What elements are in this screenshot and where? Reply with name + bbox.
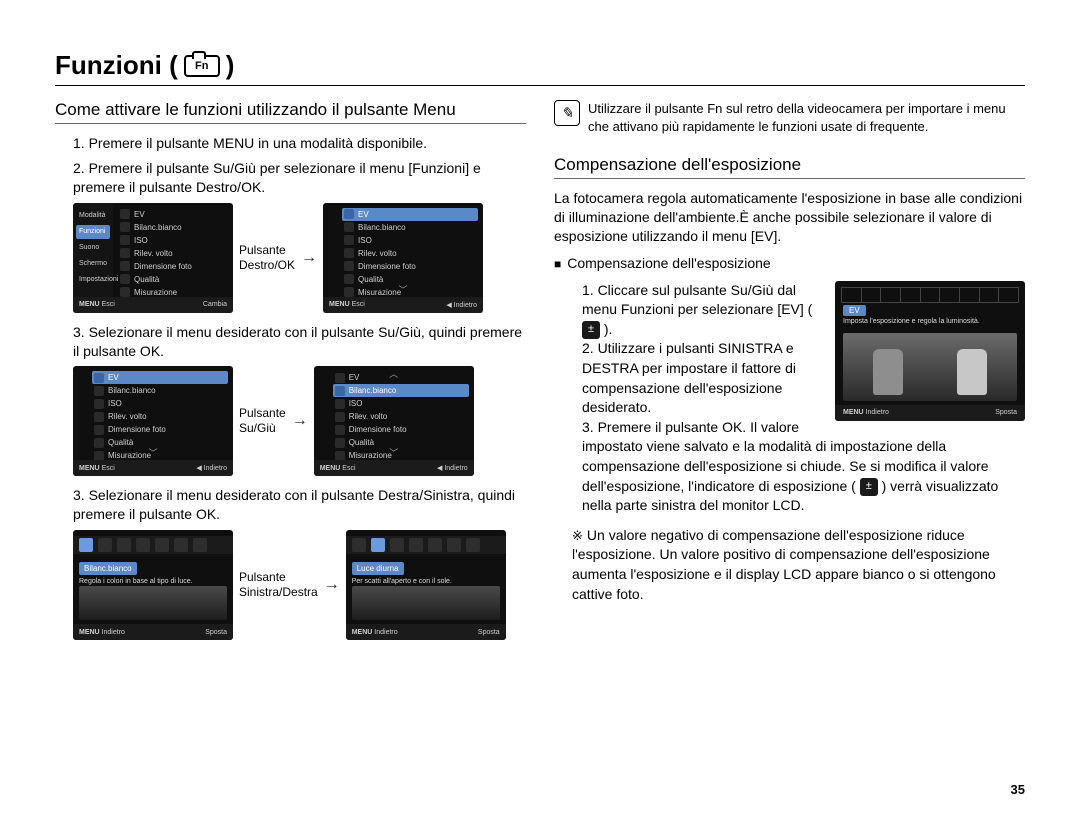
- screens-row-3: Bilanc.bianco Regola i colori in base al…: [73, 530, 526, 640]
- side-tab: Modalità: [76, 209, 110, 223]
- tip-text: Utilizzare il pulsante Fn sul retro dell…: [588, 100, 1025, 135]
- fn-icon: Fn: [184, 55, 220, 77]
- page-number: 35: [1011, 782, 1025, 797]
- ev-icon: ±: [860, 478, 878, 496]
- ev-sample-image: [843, 333, 1017, 401]
- caption-3: PulsanteSinistra/Destra: [239, 570, 318, 600]
- side-tab: Schermo: [76, 257, 110, 271]
- ev-bullet-line: ■Compensazione dell'esposizione: [554, 254, 1025, 273]
- page-title-close: ): [226, 50, 235, 81]
- square-bullet-icon: ■: [554, 257, 561, 271]
- step-1: 1. Premere il pulsante MENU in una modal…: [73, 134, 526, 153]
- page-title-row: Funzioni ( Fn ): [55, 50, 1025, 86]
- asterisk-icon: ※: [572, 528, 583, 543]
- side-tab: Impostazioni: [76, 273, 110, 287]
- lcd-strip-daylight: Luce diurna Per scatti all'aperto e con …: [346, 530, 506, 640]
- right-column: ✎ Utilizzare il pulsante Fn sul retro de…: [554, 100, 1025, 650]
- ev-warning: ※Un valore negativo di compensazione del…: [572, 526, 1025, 604]
- step-3: 3. Selezionare il menu desiderato con il…: [73, 323, 526, 361]
- tip-box: ✎ Utilizzare il pulsante Fn sul retro de…: [554, 100, 1025, 135]
- lcd-menu-list-ev2: ︿ EV Bilanc.bianco ISO Rilev. volto Dime…: [73, 366, 233, 476]
- ev-icon: ±: [582, 321, 600, 339]
- lcd-menu-sidebar: Modalità Funzioni Suono Schermo Impostaz…: [73, 203, 233, 313]
- page-title: Funzioni (: [55, 50, 178, 81]
- step-3b: 3. Selezionare il menu desiderato con il…: [73, 486, 526, 524]
- note-icon: ✎: [554, 100, 580, 126]
- left-column: Come attivare le funzioni utilizzando il…: [55, 100, 526, 650]
- right-intro: La fotocamera regola automaticamente l'e…: [554, 189, 1025, 246]
- right-subhead: Compensazione dell'esposizione: [554, 155, 1025, 179]
- lcd-ev-preview: EV Imposta l'esposizione e regola la lum…: [835, 281, 1025, 421]
- side-tab-selected: Funzioni: [76, 225, 110, 239]
- caption-2: PulsanteSu/Giù: [239, 406, 286, 436]
- left-subhead: Come attivare le funzioni utilizzando il…: [55, 100, 526, 124]
- side-tab: Suono: [76, 241, 110, 255]
- caption-1: PulsanteDestro/OK: [239, 243, 295, 273]
- ev-preview-wrap: EV Imposta l'esposizione e regola la lum…: [835, 281, 1025, 421]
- arrow-icon: →: [292, 412, 308, 430]
- arrow-icon: →: [324, 576, 340, 594]
- lcd-strip-wb: Bilanc.bianco Regola i colori in base al…: [73, 530, 233, 640]
- screens-row-2: ︿ EV Bilanc.bianco ISO Rilev. volto Dime…: [73, 366, 526, 476]
- columns: Come attivare le funzioni utilizzando il…: [55, 100, 1025, 650]
- ev-step-3: 3. Premere il pulsante OK. Il valore imp…: [582, 418, 1025, 516]
- step-2: 2. Premere il pulsante Su/Giù per selezi…: [73, 159, 526, 197]
- arrow-icon: →: [301, 249, 317, 267]
- ev-hint: Imposta l'esposizione e regola la lumino…: [843, 318, 1017, 325]
- lcd-menu-list-ev: ︿ EV Bilanc.bianco ISO Rilev. volto Dime…: [323, 203, 483, 313]
- lcd-menu-list-wb: ︿ EV Bilanc.bianco ISO Rilev. volto Dime…: [314, 366, 474, 476]
- screens-row-1: Modalità Funzioni Suono Schermo Impostaz…: [73, 203, 526, 313]
- ev-label: EV: [843, 305, 866, 316]
